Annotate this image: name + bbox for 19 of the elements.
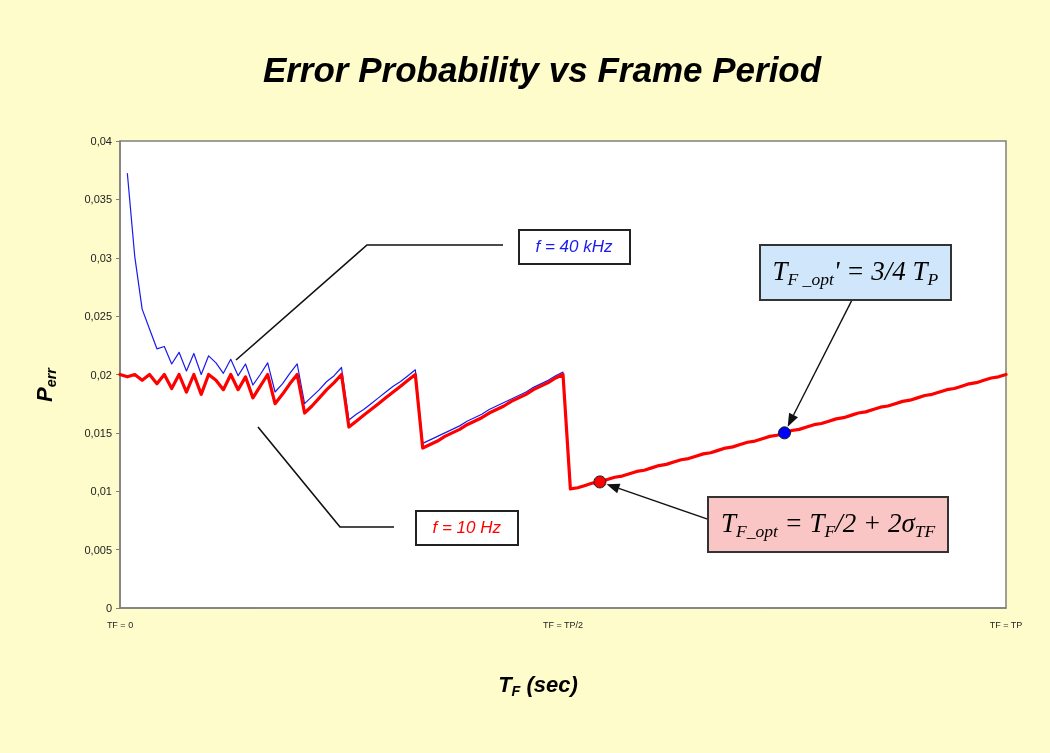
y-tick-label: 0,005	[84, 543, 112, 556]
line-series	[118, 372, 1008, 491]
x-tick-label: TF = 0	[106, 619, 134, 630]
text: f = 10 Hz	[414, 510, 520, 546]
chart-title: Error Probability vs Frame Period	[261, 50, 823, 90]
y-tick-label: 0,025	[84, 310, 112, 323]
y-tick-label: 0,04	[90, 135, 112, 147]
x-tick-label: TF = TP/2	[542, 619, 584, 630]
annotation: T$_{F _opt}$' = 3/4 T$_{P}$	[772, 256, 939, 290]
y-tick-label: 0,03	[90, 251, 112, 264]
y-tick-label: 0,01	[90, 485, 112, 498]
y-tick-label: 0,015	[84, 426, 112, 439]
annotation: T$_{F_opt}$ = T$_{F}$/2 + 2σ$_{TF}$	[720, 508, 936, 542]
x-tick-label: TF = TP	[989, 619, 1023, 630]
text: f = 40 kHz	[517, 229, 631, 265]
x-axis-title: T$_{F}$ (sec)	[497, 672, 579, 700]
y-tick-label: 0,035	[84, 193, 112, 206]
y-tick-label: 0,02	[90, 368, 112, 381]
y-tick-label: 0	[105, 602, 112, 614]
